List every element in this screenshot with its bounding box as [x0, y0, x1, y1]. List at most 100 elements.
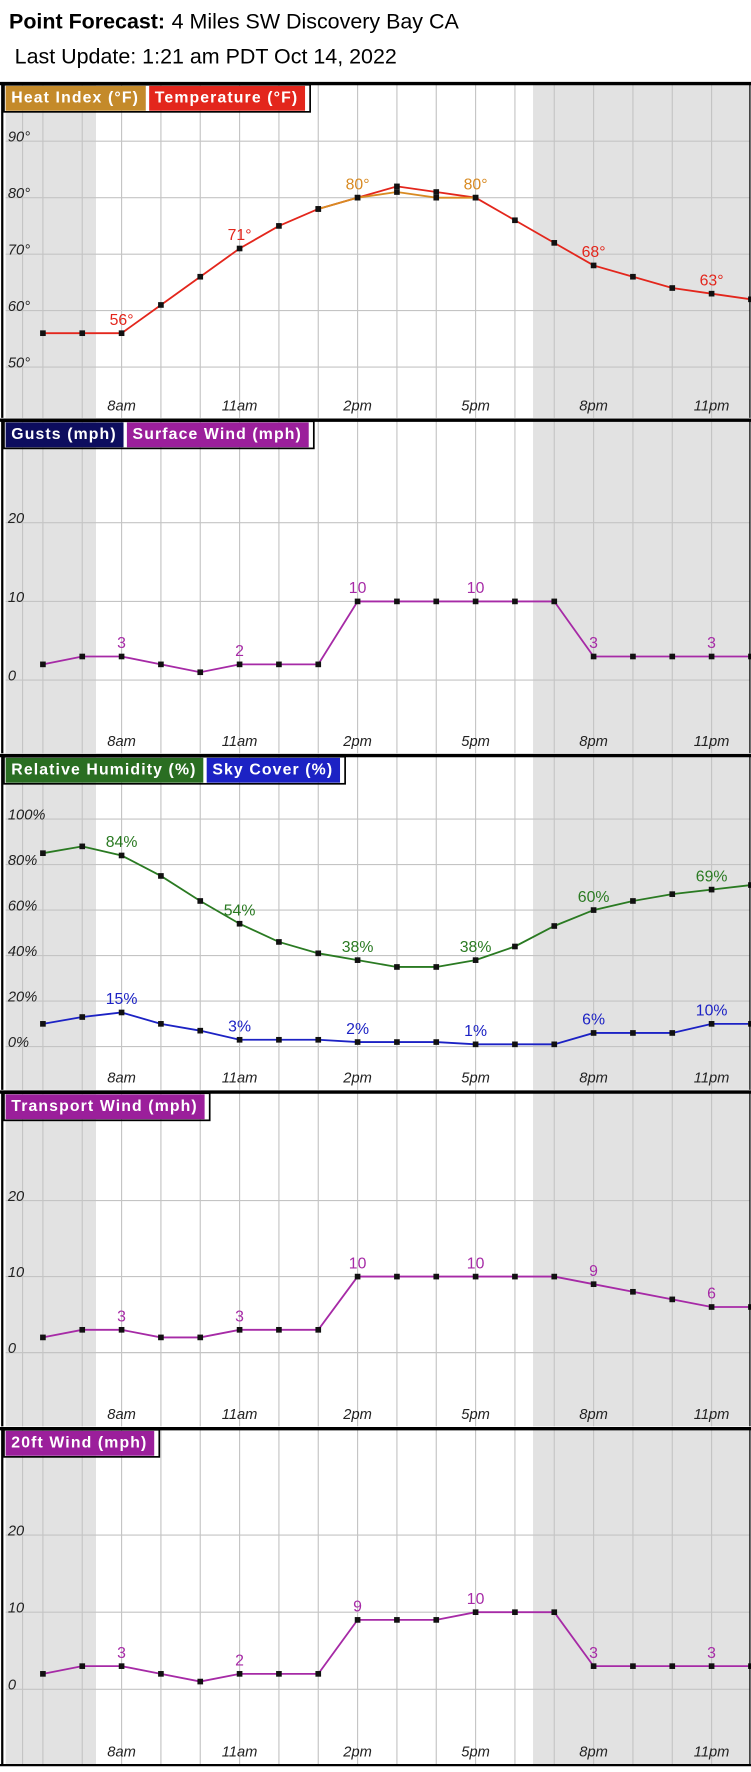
- legend-label: Sky Cover (%): [212, 761, 333, 778]
- data-point: [708, 290, 715, 297]
- location: 4 Miles SW Discovery Bay CA: [172, 9, 460, 33]
- data-point: [197, 1678, 204, 1685]
- data-point: [79, 1326, 86, 1333]
- data-point: [79, 1663, 86, 1669]
- data-point: [79, 1014, 86, 1020]
- value-label: 84%: [106, 834, 138, 851]
- x-tick-label: 5pm: [461, 734, 490, 750]
- x-tick-label: 2pm: [342, 398, 372, 414]
- y-tick-label: 0%: [8, 1035, 29, 1051]
- data-point: [236, 1326, 243, 1333]
- data-point: [354, 194, 361, 201]
- data-point: [708, 653, 715, 660]
- value-label: 3: [117, 1645, 126, 1662]
- data-point: [433, 1617, 440, 1623]
- data-point: [315, 950, 322, 957]
- x-tick-label: 11am: [222, 398, 258, 414]
- legend-swatch: [149, 85, 306, 111]
- y-tick-label: 80°: [8, 186, 30, 202]
- x-tick-label: 8pm: [579, 734, 608, 750]
- legend-swatch: [5, 85, 146, 111]
- value-label: 3: [707, 635, 716, 652]
- data-point: [394, 964, 400, 970]
- value-label: 38%: [342, 939, 374, 956]
- y-tick-label: 50°: [8, 356, 30, 372]
- data-point: [118, 653, 125, 660]
- data-point: [472, 194, 479, 201]
- data-point: [433, 194, 440, 201]
- data-point: [315, 1326, 322, 1333]
- y-tick-label: 10: [8, 1601, 25, 1617]
- x-tick-label: 8pm: [579, 1407, 608, 1423]
- y-tick-label: 20: [7, 511, 25, 527]
- data-point: [276, 1036, 282, 1043]
- legend-label: Transport Wind (mph): [11, 1098, 198, 1115]
- x-tick-label: 5pm: [461, 1745, 490, 1761]
- data-point: [118, 330, 125, 337]
- y-tick-label: 70°: [8, 243, 30, 259]
- legend-swatch: [5, 1094, 205, 1120]
- data-point: [118, 1663, 125, 1669]
- data-point: [197, 1334, 204, 1341]
- value-label: 80°: [464, 176, 488, 193]
- value-label: 2: [235, 643, 244, 660]
- data-point: [79, 843, 86, 850]
- data-point: [276, 661, 282, 668]
- y-tick-label: 60%: [8, 899, 37, 915]
- data-point: [590, 653, 597, 660]
- data-point: [708, 886, 715, 893]
- data-point: [394, 598, 400, 605]
- data-point: [551, 1609, 558, 1616]
- data-point: [354, 1273, 361, 1280]
- x-tick-label: 11am: [222, 1407, 258, 1423]
- value-label: 15%: [106, 991, 138, 1008]
- data-point: [433, 1039, 440, 1045]
- y-tick-label: 0: [8, 1341, 17, 1357]
- legend-label: Gusts (mph): [11, 426, 116, 443]
- data-point: [118, 1009, 125, 1016]
- data-point: [630, 273, 636, 280]
- data-point: [40, 850, 46, 857]
- value-label: 56°: [110, 312, 134, 329]
- data-point: [708, 1304, 715, 1310]
- legend-swatch: [5, 422, 124, 448]
- y-tick-label: 10: [8, 1265, 25, 1281]
- data-point: [551, 1041, 558, 1048]
- value-label: 10: [467, 1255, 485, 1272]
- data-point: [590, 1663, 597, 1669]
- legend-label: 20ft Wind (mph): [11, 1434, 147, 1451]
- value-label: 3: [117, 1309, 126, 1326]
- y-tick-label: 10: [8, 590, 25, 606]
- y-tick-label: 40%: [8, 944, 37, 960]
- x-tick-label: 11am: [222, 1070, 258, 1086]
- data-point: [512, 1041, 518, 1048]
- data-point: [472, 957, 479, 963]
- data-point: [551, 923, 558, 929]
- data-point: [118, 1326, 125, 1333]
- value-label: 10: [467, 580, 485, 597]
- data-point: [630, 898, 636, 904]
- legend-label: Temperature (°F): [155, 89, 298, 106]
- y-tick-label: 80%: [8, 853, 37, 869]
- y-tick-label: 0: [8, 1678, 17, 1694]
- data-point: [315, 206, 322, 212]
- data-point: [590, 1281, 597, 1288]
- data-point: [236, 661, 243, 668]
- data-point: [354, 1039, 361, 1045]
- data-point: [276, 1326, 282, 1333]
- last-update: Last Update: 1:21 am PDT Oct 14, 2022: [15, 44, 397, 68]
- data-point: [630, 1030, 636, 1036]
- data-point: [40, 330, 46, 337]
- value-label: 80°: [346, 176, 370, 193]
- y-tick-label: 60°: [8, 299, 30, 315]
- data-point: [394, 1617, 400, 1623]
- x-tick-label: 8am: [107, 398, 136, 414]
- data-point: [433, 189, 440, 195]
- data-point: [236, 920, 243, 927]
- data-point: [354, 957, 361, 963]
- x-tick-label: 5pm: [461, 1407, 490, 1423]
- y-tick-label: 20%: [7, 990, 37, 1006]
- data-point: [40, 1021, 46, 1027]
- data-point: [590, 907, 597, 913]
